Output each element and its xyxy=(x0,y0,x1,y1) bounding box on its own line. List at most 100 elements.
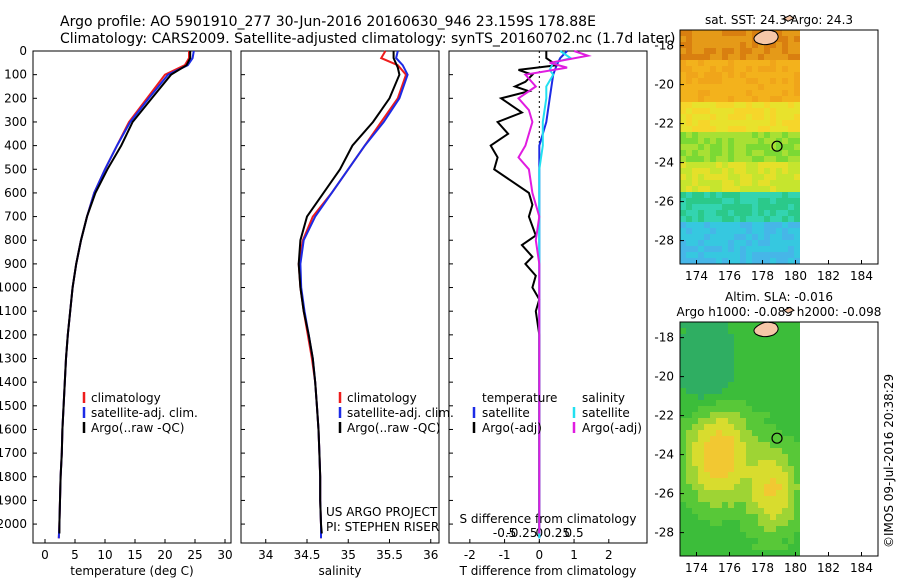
heatmap-cell xyxy=(686,54,692,60)
heatmap-cell xyxy=(734,60,740,66)
heatmap-cell xyxy=(680,394,686,400)
heatmap-cell xyxy=(740,424,746,430)
heatmap-cell xyxy=(710,322,716,328)
heatmap-cell xyxy=(764,222,770,228)
heatmap-cell xyxy=(686,30,692,36)
heatmap-cell xyxy=(680,412,686,418)
heatmap-cell xyxy=(692,346,698,352)
heatmap-cell xyxy=(734,168,740,174)
heatmap-cell xyxy=(722,496,728,502)
heatmap-cell xyxy=(734,496,740,502)
heatmap-cell xyxy=(704,478,710,484)
heatmap-cell xyxy=(734,246,740,252)
heatmap-cell xyxy=(680,252,686,258)
heatmap-cell xyxy=(788,144,794,150)
heatmap-cell xyxy=(764,496,770,502)
heatmap-cell xyxy=(758,376,764,382)
heatmap-cell xyxy=(782,370,788,376)
heatmap-cell xyxy=(758,502,764,508)
heatmap-cell xyxy=(704,388,710,394)
heatmap-cell xyxy=(770,406,776,412)
heatmap-cell xyxy=(776,400,782,406)
legend-label: Argo(-adj) xyxy=(482,421,542,435)
heatmap-cell xyxy=(788,84,794,90)
heatmap-cell xyxy=(698,466,704,472)
heatmap-cell xyxy=(710,448,716,454)
heatmap-cell xyxy=(758,186,764,192)
heatmap-cell xyxy=(698,448,704,454)
heatmap-cell xyxy=(758,472,764,478)
heatmap-cell xyxy=(698,162,704,168)
heatmap-cell xyxy=(758,108,764,114)
heatmap-cell xyxy=(788,406,794,412)
heatmap-cell xyxy=(686,246,692,252)
heatmap-cell xyxy=(764,60,770,66)
heatmap-cell xyxy=(776,216,782,222)
y-tick-label: 1900 xyxy=(0,493,27,507)
heatmap-cell xyxy=(698,84,704,90)
heatmap-cell xyxy=(710,442,716,448)
heatmap-cell xyxy=(728,322,734,328)
heatmap-cell xyxy=(788,466,794,472)
heatmap-cell xyxy=(758,370,764,376)
heatmap-cell xyxy=(740,54,746,60)
x-tick-label: 0 xyxy=(535,548,543,562)
heatmap-cell xyxy=(758,346,764,352)
heatmap-cell xyxy=(776,54,782,60)
heatmap-cell xyxy=(686,114,692,120)
heatmap-cell xyxy=(686,364,692,370)
heatmap-cell xyxy=(704,228,710,234)
heatmap-cell xyxy=(782,222,788,228)
heatmap-cell xyxy=(680,352,686,358)
heatmap-cell xyxy=(770,466,776,472)
heatmap-cell xyxy=(692,340,698,346)
heatmap-cell xyxy=(728,532,734,538)
heatmap-cell xyxy=(758,490,764,496)
heatmap-cell xyxy=(794,132,800,138)
heatmap-cell xyxy=(704,180,710,186)
heatmap-cell xyxy=(776,520,782,526)
heatmap-cell xyxy=(734,216,740,222)
heatmap-cell xyxy=(788,114,794,120)
heatmap-cell xyxy=(758,96,764,102)
heatmap-cell xyxy=(686,42,692,48)
heatmap-cell xyxy=(776,132,782,138)
heatmap-cell xyxy=(698,228,704,234)
heatmap-cell xyxy=(782,472,788,478)
heatmap-cell xyxy=(752,204,758,210)
heatmap-cell xyxy=(758,54,764,60)
heatmap-cell xyxy=(752,424,758,430)
heatmap-cell xyxy=(716,90,722,96)
heatmap-cell xyxy=(716,30,722,36)
heatmap-cell xyxy=(734,544,740,550)
heatmap-cell xyxy=(770,234,776,240)
heatmap-cell xyxy=(776,198,782,204)
heatmap-cell xyxy=(770,376,776,382)
heatmap-cell xyxy=(728,144,734,150)
heatmap-cell xyxy=(770,340,776,346)
heatmap-cell xyxy=(752,430,758,436)
heatmap-cell xyxy=(770,472,776,478)
heatmap-cell xyxy=(770,436,776,442)
heatmap-cell xyxy=(728,102,734,108)
heatmap-cell xyxy=(746,340,752,346)
heatmap-cell xyxy=(716,210,722,216)
heatmap-cell xyxy=(794,442,800,448)
heatmap-cell xyxy=(692,126,698,132)
heatmap-cell xyxy=(698,472,704,478)
heatmap-cell xyxy=(794,228,800,234)
heatmap-cell xyxy=(680,180,686,186)
heatmap-cell xyxy=(794,174,800,180)
heatmap-cell xyxy=(782,240,788,246)
heatmap-cell xyxy=(734,400,740,406)
x-tick-label: 180 xyxy=(784,269,807,283)
heatmap-cell xyxy=(722,150,728,156)
heatmap-cell xyxy=(770,424,776,430)
heatmap-cell xyxy=(680,514,686,520)
heatmap-cell xyxy=(704,508,710,514)
x-tick-label: 178 xyxy=(751,269,774,283)
heatmap-cell xyxy=(764,162,770,168)
heatmap-cell xyxy=(740,520,746,526)
y-tick-label: 300 xyxy=(4,115,27,129)
